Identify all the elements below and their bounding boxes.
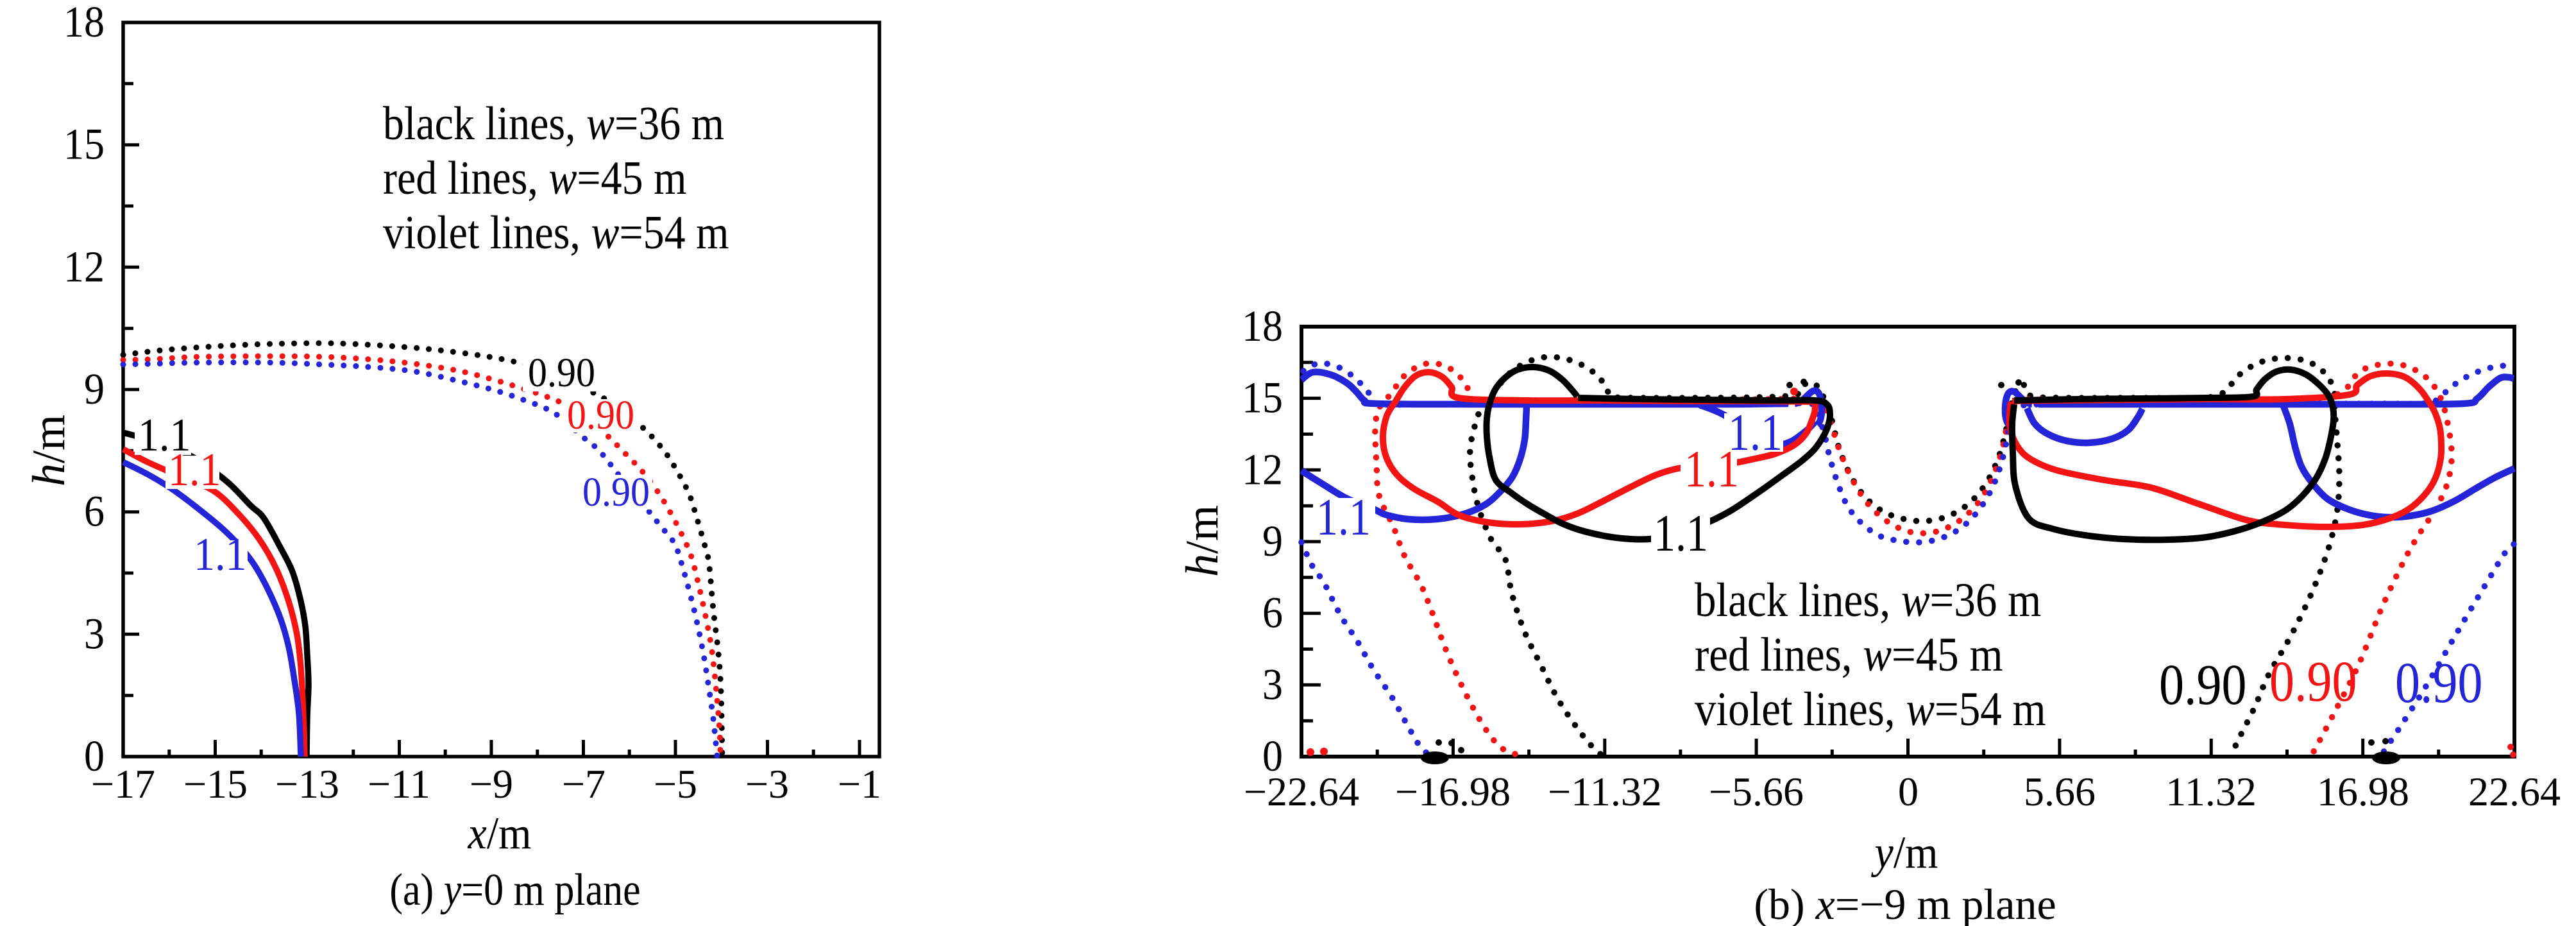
svg-text:11.32: 11.32 <box>2165 769 2257 814</box>
svg-text:(b) x=−9 m plane: (b) x=−9 m plane <box>1754 880 2056 926</box>
svg-text:1.1: 1.1 <box>1316 488 1371 546</box>
svg-text:h/m: h/m <box>1176 505 1228 577</box>
svg-text:−15: −15 <box>183 761 248 807</box>
svg-text:1.1: 1.1 <box>1684 440 1739 498</box>
svg-text:18: 18 <box>1242 302 1283 351</box>
svg-text:−5.66: −5.66 <box>1709 769 1804 814</box>
svg-text:red lines, w=45 m: red lines, w=45 m <box>383 153 686 205</box>
svg-text:(a) y=0 m plane: (a) y=0 m plane <box>389 864 640 915</box>
svg-text:−16.98: −16.98 <box>1395 769 1511 814</box>
svg-text:0.90: 0.90 <box>2269 650 2357 714</box>
svg-text:0.90: 0.90 <box>582 468 650 515</box>
svg-text:9: 9 <box>84 365 105 414</box>
svg-text:12: 12 <box>64 243 105 291</box>
svg-text:22.64: 22.64 <box>2468 769 2561 814</box>
svg-text:6: 6 <box>1262 588 1283 637</box>
svg-text:0.90: 0.90 <box>528 349 595 396</box>
svg-text:−13: −13 <box>275 761 339 807</box>
svg-text:black lines, w=36 m: black lines, w=36 m <box>1695 574 2041 627</box>
svg-text:red lines, w=45 m: red lines, w=45 m <box>1695 629 2003 682</box>
svg-text:6: 6 <box>84 487 105 536</box>
svg-text:12: 12 <box>1242 445 1283 494</box>
svg-text:0: 0 <box>1898 769 1919 814</box>
svg-text:0.90: 0.90 <box>567 391 634 438</box>
svg-text:9: 9 <box>1262 517 1283 566</box>
svg-text:0: 0 <box>84 732 105 781</box>
svg-text:−5: −5 <box>654 761 697 807</box>
svg-text:h/m: h/m <box>23 415 74 486</box>
svg-text:x/m: x/m <box>468 808 532 859</box>
svg-text:black lines, w=36 m: black lines, w=36 m <box>383 98 724 150</box>
svg-text:15: 15 <box>1242 373 1283 422</box>
svg-text:3: 3 <box>84 610 105 658</box>
svg-text:−3: −3 <box>745 761 789 807</box>
svg-text:−7: −7 <box>562 761 606 807</box>
svg-text:1.1: 1.1 <box>194 529 246 581</box>
svg-text:18: 18 <box>64 0 105 47</box>
svg-text:0: 0 <box>1262 732 1283 781</box>
svg-text:16.98: 16.98 <box>2317 769 2409 814</box>
svg-text:1.1: 1.1 <box>1728 404 1783 461</box>
svg-text:−1: −1 <box>838 761 881 807</box>
svg-text:1.1: 1.1 <box>138 409 191 461</box>
svg-text:−22.64: −22.64 <box>1244 769 1359 814</box>
svg-text:3: 3 <box>1262 660 1283 709</box>
svg-text:0.90: 0.90 <box>2395 651 2482 715</box>
svg-text:0.90: 0.90 <box>2159 653 2246 717</box>
svg-text:−11.32: −11.32 <box>1548 769 1662 814</box>
svg-text:−9: −9 <box>470 761 513 807</box>
svg-text:y/m: y/m <box>1871 827 1938 878</box>
svg-text:−17: −17 <box>91 761 155 807</box>
svg-text:violet lines, w=54 m: violet lines, w=54 m <box>1695 683 2046 736</box>
svg-text:−11: −11 <box>368 761 430 807</box>
svg-text:1.1: 1.1 <box>168 444 221 496</box>
svg-text:15: 15 <box>64 120 105 169</box>
svg-text:5.66: 5.66 <box>2024 769 2096 814</box>
svg-text:1.1: 1.1 <box>1654 504 1708 562</box>
svg-text:violet lines, w=54 m: violet lines, w=54 m <box>383 207 729 259</box>
